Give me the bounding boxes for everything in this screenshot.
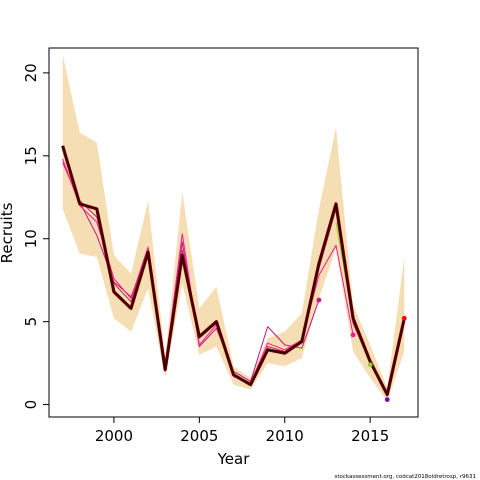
x-tick-label-2010: 2010	[266, 427, 304, 445]
x-tick-label-2000: 2000	[95, 427, 133, 445]
peel-endpoint-marker-3	[384, 397, 390, 402]
credit-text: stockassessment.org, codcat2018oldretros…	[335, 474, 476, 480]
y-tick-label-15: 15	[22, 146, 40, 165]
plot-area	[61, 54, 407, 402]
y-tick-label-10: 10	[22, 229, 40, 248]
confidence-band	[62, 54, 405, 402]
x-tick-label-2015: 2015	[351, 427, 389, 445]
main-estimate-line	[61, 145, 406, 396]
peel-endpoint-marker-2	[367, 362, 373, 368]
peel-endpoint-marker-1	[350, 332, 356, 338]
x-axis-title: Year	[217, 450, 251, 468]
x-tick-label-2005: 2005	[180, 427, 218, 445]
y-tick-label-0: 0	[22, 400, 40, 410]
y-tick-label-20: 20	[22, 63, 40, 82]
axes: 2000 2005 2010 2015 0 5 10 15 20	[22, 63, 389, 445]
y-tick-label-5: 5	[22, 317, 40, 327]
y-axis-title: Recruits	[0, 202, 16, 263]
plot-frame	[48, 47, 419, 418]
peel-endpoint-marker-4	[401, 315, 407, 321]
peel-endpoint-marker-0	[316, 297, 322, 303]
